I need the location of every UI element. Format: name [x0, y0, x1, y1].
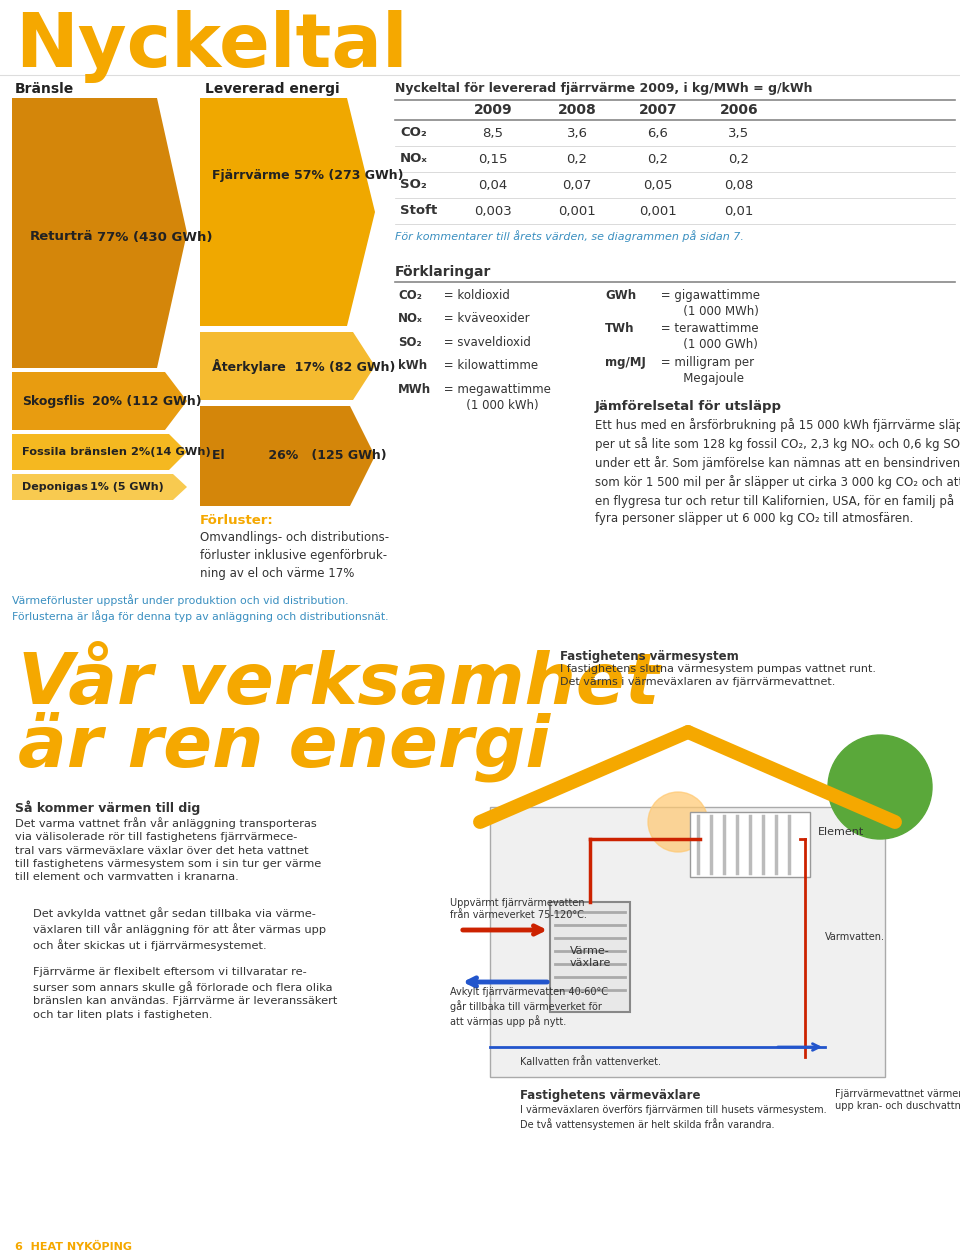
Text: = kilowattimme: = kilowattimme	[440, 359, 539, 372]
Text: Varmvatten.: Varmvatten.	[825, 932, 885, 942]
Text: Levererad energi: Levererad energi	[205, 82, 340, 95]
Text: GWh: GWh	[605, 289, 636, 301]
Text: Så kommer värmen till dig: Så kommer värmen till dig	[15, 800, 201, 815]
Text: Nyckeltal för levererad fjärrvärme 2009, i kg/MWh = g/kWh: Nyckeltal för levererad fjärrvärme 2009,…	[395, 82, 812, 95]
Bar	[690, 811, 810, 877]
Polygon shape	[200, 406, 375, 506]
Text: 3,5: 3,5	[729, 127, 750, 139]
Text: För kommentarer till årets värden, se diagrammen på sidan 7.: För kommentarer till årets värden, se di…	[395, 230, 744, 242]
Text: SO₂: SO₂	[400, 178, 427, 191]
Text: NOₓ: NOₓ	[398, 313, 422, 325]
Text: Det avkylda vattnet går sedan tillbaka via värme-
växlaren till vår anläggning f: Det avkylda vattnet går sedan tillbaka v…	[33, 907, 326, 951]
Circle shape	[828, 735, 932, 839]
Text: = kväveoxider: = kväveoxider	[440, 313, 530, 325]
Text: 6  HEAT NYKÖPING: 6 HEAT NYKÖPING	[15, 1242, 132, 1252]
Text: Värmeförluster uppstår under produktion och vid distribution.
Förlusterna är låg: Värmeförluster uppstår under produktion …	[12, 594, 389, 622]
Text: = terawattimme
       (1 000 GWh): = terawattimme (1 000 GWh)	[657, 323, 758, 352]
Polygon shape	[200, 332, 375, 399]
Polygon shape	[200, 98, 375, 327]
Polygon shape	[12, 372, 187, 430]
Text: 0,07: 0,07	[563, 178, 591, 191]
Text: 1% (5 GWh): 1% (5 GWh)	[90, 482, 164, 492]
Text: Bränsle: Bränsle	[15, 82, 74, 95]
Text: 2008: 2008	[558, 103, 596, 117]
Text: CO₂: CO₂	[398, 289, 421, 301]
Text: 0,01: 0,01	[724, 205, 754, 217]
Text: 0,08: 0,08	[725, 178, 754, 191]
Text: Det varma vattnet från vår anläggning transporteras
via välisolerade rör till fa: Det varma vattnet från vår anläggning tr…	[15, 816, 322, 883]
Text: Förklaringar: Förklaringar	[395, 265, 492, 279]
Text: = gigawattimme
       (1 000 MWh): = gigawattimme (1 000 MWh)	[657, 289, 760, 318]
Text: Fastighetens värmesystem: Fastighetens värmesystem	[560, 651, 739, 663]
Text: 0,2: 0,2	[647, 152, 668, 166]
Text: 0,001: 0,001	[639, 205, 677, 217]
Text: 6,6: 6,6	[648, 127, 668, 139]
Text: Fastighetens värmeväxlare: Fastighetens värmeväxlare	[520, 1089, 701, 1102]
Text: Värme-
växlare: Värme- växlare	[569, 946, 611, 968]
Bar	[0, 610, 960, 641]
Text: kWh: kWh	[398, 359, 427, 372]
Text: Fossila bränslen 2%(14 GWh): Fossila bränslen 2%(14 GWh)	[22, 447, 211, 457]
Text: Ett hus med en årsförbrukning på 15 000 kWh fjärrvärme släp-
per ut så lite som : Ett hus med en årsförbrukning på 15 000 …	[595, 418, 960, 525]
Text: Element: Element	[818, 826, 864, 836]
Text: 0,001: 0,001	[558, 205, 596, 217]
Text: 0,2: 0,2	[566, 152, 588, 166]
Text: Jämförelsetal för utsläpp: Jämförelsetal för utsläpp	[595, 399, 782, 413]
Text: = megawattimme
       (1 000 kWh): = megawattimme (1 000 kWh)	[440, 383, 551, 412]
Text: mg/MJ: mg/MJ	[605, 355, 646, 368]
Text: Fjärrvärmevattnet värmer
upp kran- och duschvattnet.: Fjärrvärmevattnet värmer upp kran- och d…	[835, 1089, 960, 1112]
Text: I värmeväxlaren överförs fjärrvärmen till husets värmesystem.
De två vattensyste: I värmeväxlaren överförs fjärrvärmen til…	[520, 1105, 827, 1130]
Text: Nyckeltal: Nyckeltal	[15, 10, 408, 83]
Text: Återkylare  17% (82 GWh): Återkylare 17% (82 GWh)	[212, 358, 396, 373]
Text: Uppvärmt fjärrvärmevatten
från värmeverket 75-120°C.: Uppvärmt fjärrvärmevatten från värmeverk…	[450, 898, 587, 921]
Text: 8,5: 8,5	[483, 127, 503, 139]
Text: Deponigas: Deponigas	[22, 482, 88, 492]
Text: = svaveldioxid: = svaveldioxid	[440, 335, 531, 349]
Text: Förluster:: Förluster:	[200, 514, 274, 528]
Text: 0,04: 0,04	[478, 178, 508, 191]
Text: 2009: 2009	[473, 103, 513, 117]
Text: TWh: TWh	[605, 323, 635, 335]
Text: Kallvatten från vattenverket.: Kallvatten från vattenverket.	[520, 1058, 661, 1068]
Text: MWh: MWh	[398, 383, 431, 396]
Text: NOₓ: NOₓ	[400, 152, 428, 166]
Text: Skogsflis: Skogsflis	[22, 394, 84, 407]
Text: 0,05: 0,05	[643, 178, 673, 191]
Text: 3,6: 3,6	[566, 127, 588, 139]
Circle shape	[648, 793, 708, 852]
Text: SO₂: SO₂	[398, 335, 421, 349]
Text: 77% (430 GWh): 77% (430 GWh)	[97, 231, 212, 244]
Text: är ren energi: är ren energi	[18, 712, 550, 782]
Text: 2007: 2007	[638, 103, 678, 117]
Text: 0,2: 0,2	[729, 152, 750, 166]
Bar	[490, 808, 885, 1076]
Text: Fjärrvärme är flexibelt eftersom vi tillvaratar re-
surser som annars skulle gå : Fjärrvärme är flexibelt eftersom vi till…	[33, 967, 337, 1020]
Text: Returträ: Returträ	[30, 231, 93, 244]
Bar	[550, 902, 630, 1012]
Text: = koldioxid: = koldioxid	[440, 289, 510, 301]
Polygon shape	[12, 98, 187, 368]
Text: Omvandlings- och distributions-
förluster inklusive egenförbruk-
ning av el och : Omvandlings- och distributions- förluste…	[200, 531, 389, 580]
Text: Stoft: Stoft	[400, 205, 437, 217]
Text: Fjärrvärme 57% (273 GWh): Fjärrvärme 57% (273 GWh)	[212, 168, 403, 182]
Text: Vår verksamhet: Vår verksamhet	[18, 651, 660, 718]
Text: CO₂: CO₂	[400, 127, 427, 139]
Text: I fastighetens slutna värmesystem pumpas vattnet runt.
Det värms i värmeväxlaren: I fastighetens slutna värmesystem pumpas…	[560, 664, 876, 687]
Text: Avkylt fjärrvärmevatten 40-60°C
går tillbaka till värmeverket för
att värmas upp: Avkylt fjärrvärmevatten 40-60°C går till…	[450, 987, 608, 1026]
Polygon shape	[12, 435, 187, 470]
Text: 0,003: 0,003	[474, 205, 512, 217]
Text: 0,15: 0,15	[478, 152, 508, 166]
Text: El          26%   (125 GWh): El 26% (125 GWh)	[212, 450, 387, 462]
Polygon shape	[12, 474, 187, 500]
Text: = milligram per
       Megajoule: = milligram per Megajoule	[657, 355, 755, 384]
Text: 20% (112 GWh): 20% (112 GWh)	[92, 394, 202, 407]
Text: 2006: 2006	[720, 103, 758, 117]
